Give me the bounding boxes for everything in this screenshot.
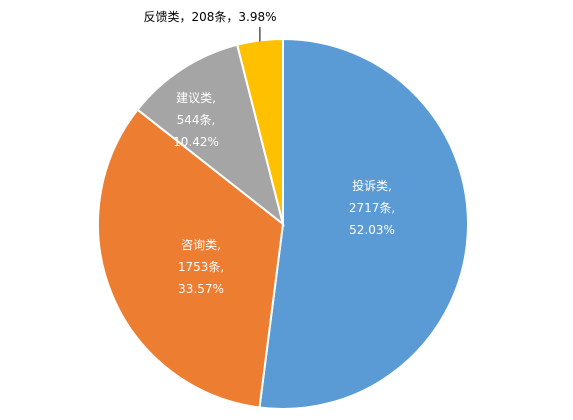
data-label-1: 投诉类, 2717条, 52.03% [349,178,395,237]
slices-layer [96,37,469,410]
data-label-2: 咨询类, 1753条, 33.57% [178,237,224,296]
data-label-3-line-2: 544条, [177,113,216,127]
data-label-3-line-3: 10.42% [173,135,219,149]
data-label-1-line-3: 52.03% [349,223,395,237]
pie-slice-1 [258,37,469,410]
data-labels: 投诉类, 2717条, 52.03% 咨询类, 1753条, 33.57% 建议类, 544条… [143,10,395,296]
data-label-1-line-2: 2717条, [349,201,395,215]
pie-slice-2 [96,108,285,409]
data-label-2-line-3: 33.57% [178,282,224,296]
pie-slice-3 [136,43,285,227]
data-label-3-line-1: 建议类, [176,91,216,105]
data-label-3: 建议类, 544条, 10.42% [173,91,219,149]
data-label-4: 反馈类，208条，3.98% [143,10,276,24]
data-label-2-line-2: 1753条, [178,260,224,274]
data-label-4-line-1: 反馈类，208条，3.98% [143,10,276,24]
data-label-1-line-1: 投诉类, [352,178,392,193]
data-label-2-line-1: 咨询类, [181,237,221,252]
